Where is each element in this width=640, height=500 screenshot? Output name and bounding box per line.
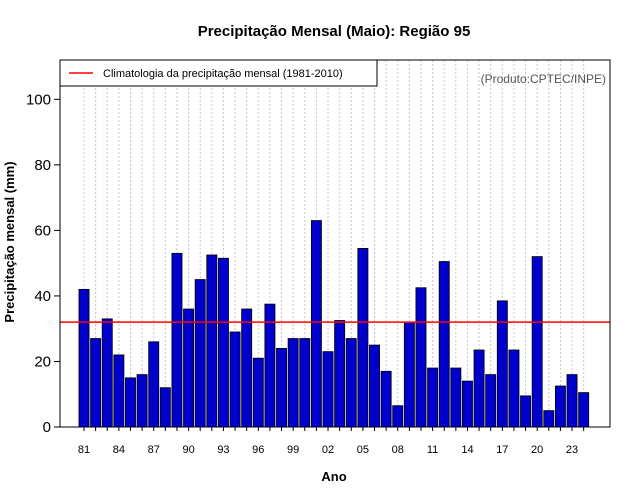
x-tick-label: 23: [566, 444, 578, 456]
bar-2010: [415, 287, 427, 428]
bar-2021: [543, 410, 555, 428]
bar-1984: [113, 354, 125, 428]
bar-2009: [403, 321, 415, 428]
bar-2002: [322, 351, 334, 428]
y-tick-label: 100: [26, 91, 51, 108]
bar-2019: [520, 395, 532, 428]
y-tick-label: 40: [34, 288, 51, 305]
bar-2022: [554, 385, 566, 428]
x-tick-label: 14: [461, 444, 473, 456]
x-tick-label: 90: [182, 444, 194, 456]
bar-2017: [496, 300, 508, 428]
y-tick-label: 20: [34, 353, 51, 370]
bar-1994: [229, 331, 241, 428]
bar-1998: [276, 347, 287, 428]
y-axis: 0 20 40 60 80 100: [26, 91, 61, 436]
bar-1992: [206, 254, 218, 428]
bar-1999: [287, 338, 299, 428]
bar-1983: [101, 318, 113, 428]
bar-2012: [438, 261, 450, 428]
y-tick-label: 80: [34, 157, 51, 174]
x-tick-label: 84: [113, 444, 125, 456]
bar-2024: [578, 392, 590, 428]
x-tick-label: 05: [357, 444, 369, 456]
bar-1985: [125, 377, 136, 428]
bar-2004: [345, 338, 357, 428]
source-note: (Produto:CPTEC/INPE): [481, 72, 606, 86]
x-axis-label: Ano: [321, 469, 346, 484]
bar-1989: [171, 252, 183, 428]
x-tick-label: 02: [322, 444, 334, 456]
x-tick-label: 87: [148, 444, 160, 456]
y-axis-label: Precipitação mensal (mm): [2, 161, 17, 322]
bar-2023: [566, 374, 578, 428]
x-tick-label: 11: [427, 444, 438, 456]
bar-2018: [508, 349, 520, 428]
bar-1993: [217, 257, 229, 428]
y-tick-label: 60: [34, 222, 51, 239]
bar-2013: [450, 367, 462, 428]
bar-2001: [310, 220, 322, 428]
x-tick-label: 81: [78, 444, 90, 456]
x-tick-label: 08: [392, 444, 404, 456]
x-tick-label: 93: [217, 444, 229, 456]
chart-title: Precipitação Mensal (Maio): Região 95: [198, 23, 471, 40]
bar-2011: [427, 367, 439, 428]
y-tick-label: 0: [43, 419, 51, 436]
x-tick-label: 20: [531, 444, 543, 456]
legend: Climatologia da precipitação mensal (198…: [59, 59, 378, 87]
bar-1996: [252, 357, 264, 428]
bar-2014: [462, 380, 473, 428]
bar-1986: [136, 374, 148, 428]
bar-1995: [241, 308, 253, 428]
bar-2006: [369, 344, 380, 428]
x-tick-label: 99: [287, 444, 299, 456]
bar-2008: [392, 405, 404, 428]
bar-1988: [159, 387, 171, 428]
x-tick-label: 96: [252, 444, 264, 456]
bar-2003: [334, 320, 346, 428]
legend-box: [59, 59, 378, 87]
bar-2016: [485, 374, 497, 428]
bar-2000: [299, 338, 311, 428]
x-axis: 81 84 87 90 93 96 99 02 05 08 11 14 17 20 23: [78, 426, 585, 456]
bar-1990: [183, 308, 195, 428]
bar-1991: [194, 279, 206, 428]
bar-1987: [148, 341, 160, 428]
bar-2015: [473, 349, 485, 428]
x-tick-label: 17: [496, 444, 508, 456]
bars: [78, 220, 590, 428]
bar-2005: [357, 248, 369, 428]
legend-label: Climatologia da precipitação mensal (198…: [103, 68, 343, 80]
bar-2020: [531, 256, 543, 428]
bar-1982: [90, 338, 102, 428]
bar-1981: [78, 288, 90, 428]
bar-2007: [380, 370, 392, 428]
